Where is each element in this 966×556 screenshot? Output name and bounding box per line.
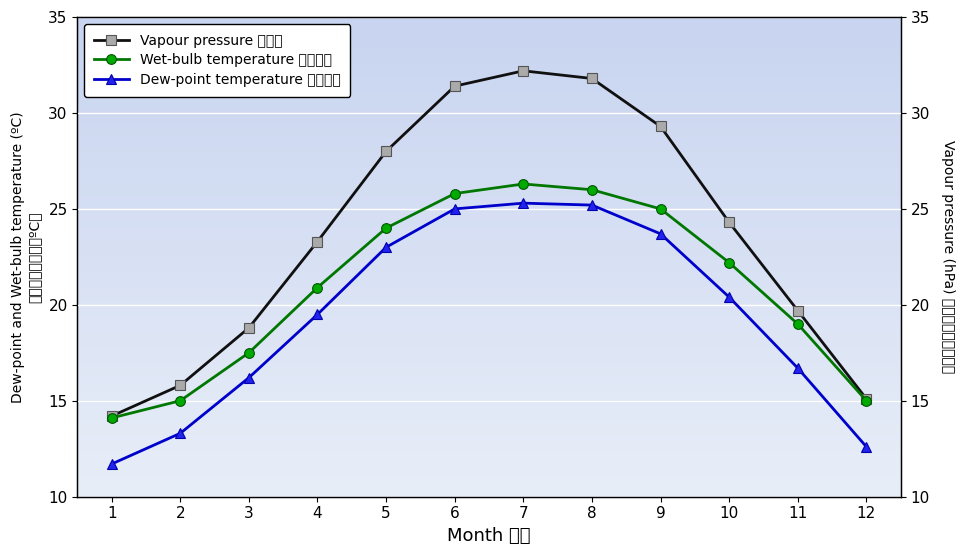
Vapour pressure 水氣壓 xyxy=(175,382,186,389)
Vapour pressure 水氣壓 xyxy=(655,123,667,130)
Dew-point temperature 露點溫度 xyxy=(381,244,392,251)
Vapour pressure 水氣壓 xyxy=(312,238,324,245)
Dew-point temperature 露點溫度 xyxy=(586,202,598,208)
Dew-point temperature 露點溫度 xyxy=(724,294,735,300)
Dew-point temperature 露點溫度 xyxy=(449,206,461,212)
Dew-point temperature 露點溫度 xyxy=(792,365,804,371)
Wet-bulb temperature 濕球溫度 xyxy=(655,206,667,212)
Wet-bulb temperature 濕球溫度 xyxy=(381,225,392,231)
Vapour pressure 水氣壓 xyxy=(106,413,118,419)
Wet-bulb temperature 濕球溫度 xyxy=(724,259,735,266)
Wet-bulb temperature 濕球溫度 xyxy=(518,181,529,187)
Dew-point temperature 露點溫度 xyxy=(106,461,118,468)
Line: Wet-bulb temperature 濕球溫度: Wet-bulb temperature 濕球溫度 xyxy=(107,179,871,423)
Wet-bulb temperature 濕球溫度 xyxy=(106,415,118,421)
X-axis label: Month 月份: Month 月份 xyxy=(447,527,530,545)
Dew-point temperature 露點溫度 xyxy=(175,430,186,436)
Wet-bulb temperature 濕球溫度 xyxy=(243,349,255,356)
Vapour pressure 水氣壓 xyxy=(381,148,392,155)
Dew-point temperature 露點溫度 xyxy=(243,374,255,381)
Wet-bulb temperature 濕球溫度 xyxy=(586,186,598,193)
Vapour pressure 水氣壓 xyxy=(861,395,872,402)
Dew-point temperature 露點溫度 xyxy=(312,311,324,317)
Vapour pressure 水氣壓 xyxy=(449,83,461,90)
Line: Vapour pressure 水氣壓: Vapour pressure 水氣壓 xyxy=(107,66,871,421)
Legend: Vapour pressure 水氣壓, Wet-bulb temperature 濕球溫度, Dew-point temperature 露點溫度: Vapour pressure 水氣壓, Wet-bulb temperatur… xyxy=(84,24,351,97)
Dew-point temperature 露點溫度 xyxy=(655,231,667,237)
Vapour pressure 水氣壓 xyxy=(724,219,735,226)
Wet-bulb temperature 濕球溫度 xyxy=(861,398,872,404)
Vapour pressure 水氣壓 xyxy=(586,75,598,82)
Wet-bulb temperature 濕球溫度 xyxy=(175,398,186,404)
Wet-bulb temperature 濕球溫度 xyxy=(449,190,461,197)
Vapour pressure 水氣壓 xyxy=(243,325,255,331)
Y-axis label: Vapour pressure (hPa) 水氣壓（百帕斯卡）: Vapour pressure (hPa) 水氣壓（百帕斯卡） xyxy=(941,140,954,374)
Wet-bulb temperature 濕球溫度 xyxy=(312,284,324,291)
Wet-bulb temperature 濕球溫度 xyxy=(792,321,804,327)
Dew-point temperature 露點溫度 xyxy=(518,200,529,206)
Vapour pressure 水氣壓 xyxy=(518,67,529,74)
Vapour pressure 水氣壓 xyxy=(792,307,804,314)
Line: Dew-point temperature 露點溫度: Dew-point temperature 露點溫度 xyxy=(107,198,871,469)
Dew-point temperature 露點溫度 xyxy=(861,443,872,450)
Y-axis label: Dew-point and Wet-bulb temperature (ºC)
露點及濕球溫度（ºC）: Dew-point and Wet-bulb temperature (ºC) … xyxy=(12,111,42,403)
